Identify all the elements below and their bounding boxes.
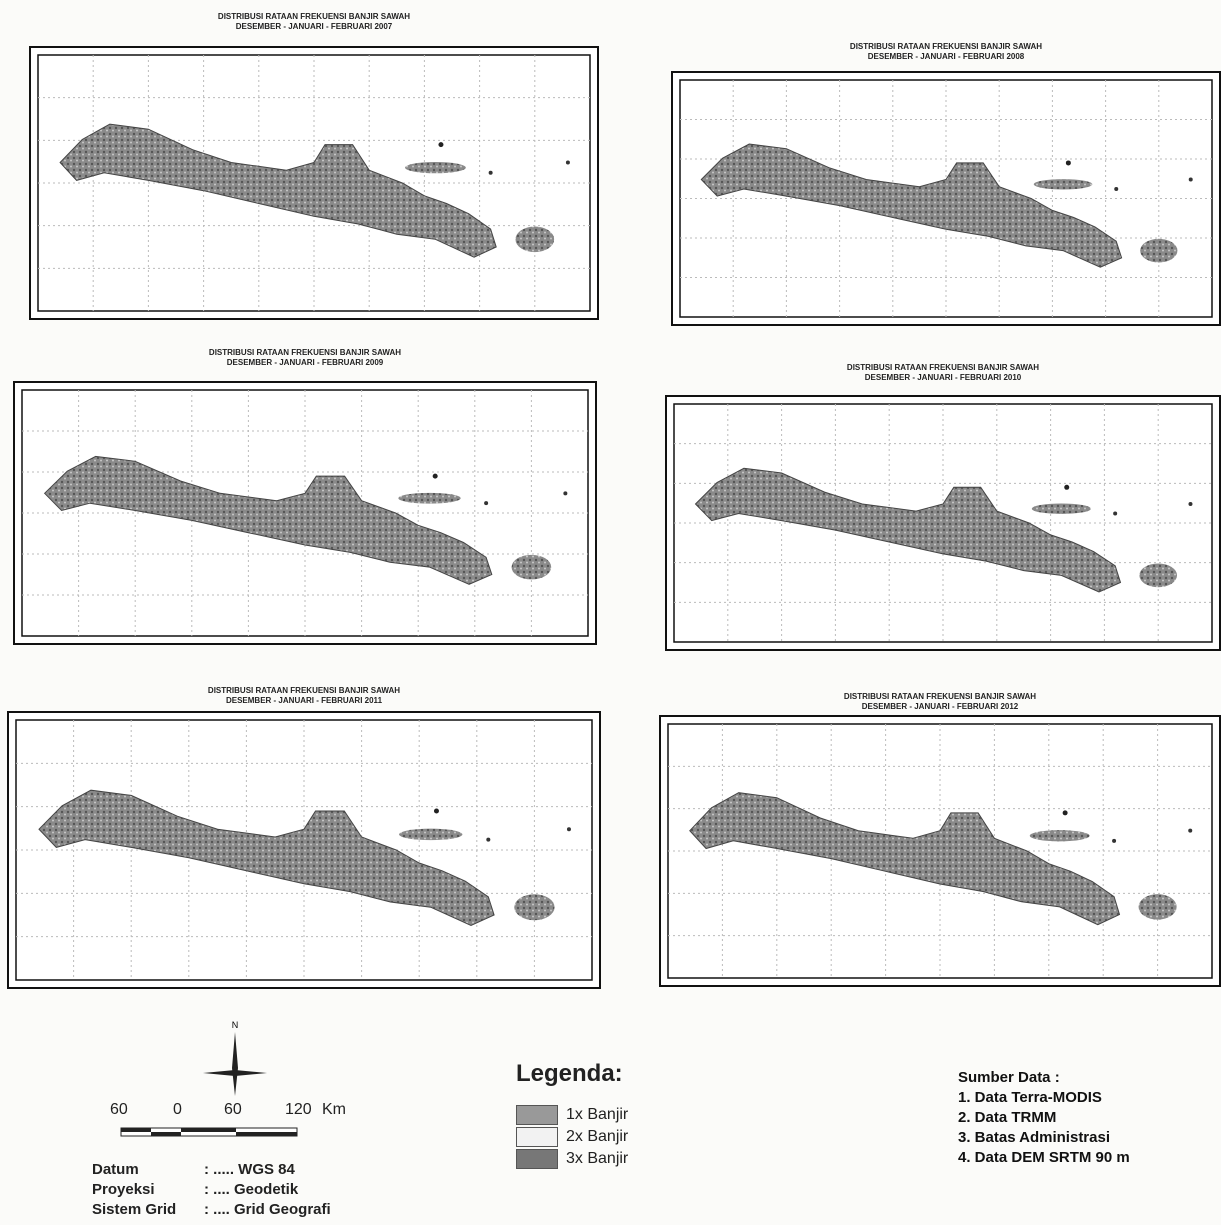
islet [1189,178,1193,182]
legend-item: 2x Banjir [516,1126,628,1148]
scale-unit: Km [322,1101,346,1119]
island-madura [1030,830,1090,841]
map-title: DISTRIBUSI RATAAN FREKUENSI BANJIR SAWAH [666,363,1220,373]
map [666,396,1220,650]
island-madura [1032,503,1091,513]
islet [489,171,493,175]
map-period: DESEMBER - JANUARI - FEBRUARI 2007 [30,22,598,32]
islet [438,142,443,147]
map [8,712,600,988]
arrow-horizontal [203,1070,267,1076]
islet [1063,810,1068,815]
scale-label: 60 [224,1101,242,1119]
legend-label: 3x Banjir [566,1150,628,1168]
north-arrow: N [195,1018,275,1098]
scale-label: 0 [173,1101,182,1119]
islet [1066,160,1071,165]
islet [434,809,439,814]
islet [563,491,567,495]
legend: 1x Banjir 2x Banjir 3x Banjir [516,1104,628,1170]
info-value: : .... Grid Geografi [204,1200,331,1220]
legend-swatch [516,1149,558,1169]
islet [1064,485,1069,490]
map-title: DISTRIBUSI RATAAN FREKUENSI BANJIR SAWAH… [14,348,596,368]
scale-seg [181,1128,236,1132]
source-item: 4. Data DEM SRTM 90 m [958,1148,1130,1168]
info-row: Sistem Grid: .... Grid Geografi [92,1200,331,1220]
map [660,716,1220,986]
map-title: DISTRIBUSI RATAAN FREKUENSI BANJIR SAWAH [30,12,598,22]
info-row: Datum: ..... WGS 84 [92,1160,331,1180]
source-item: 2. Data TRMM [958,1108,1130,1128]
map-title: DISTRIBUSI RATAAN FREKUENSI BANJIR SAWAH… [672,42,1220,62]
legend-item: 1x Banjir [516,1104,628,1126]
scale-label: 120 [285,1101,312,1119]
scale-seg [236,1132,297,1136]
island-bali [515,227,554,253]
island-madura [399,829,462,840]
scale-seg [151,1132,181,1136]
source-item: 1. Data Terra-MODIS [958,1088,1130,1108]
scale-seg [121,1128,151,1132]
legend-title: Legenda: [516,1060,623,1088]
scale-bar [120,1126,300,1138]
islet [486,838,490,842]
arrow-vertical [232,1032,238,1096]
info: Datum: ..... WGS 84 Proyeksi: .... Geode… [92,1160,331,1220]
source-title: Sumber Data : [958,1068,1130,1088]
islet [1113,511,1117,515]
info-label: Sistem Grid [92,1200,204,1220]
source: Sumber Data : 1. Data Terra-MODIS 2. Dat… [958,1068,1130,1168]
island-madura [1034,179,1093,189]
islet [567,827,571,831]
islet [1188,502,1192,506]
map-title: DISTRIBUSI RATAAN FREKUENSI BANJIR SAWAH [8,686,600,696]
legend-label: 2x Banjir [566,1128,628,1146]
map-title: DISTRIBUSI RATAAN FREKUENSI BANJIR SAWAH… [30,12,598,32]
islet [484,501,488,505]
info-value: : .... Geodetik [204,1180,298,1200]
legend-swatch [516,1127,558,1147]
map-title: DISTRIBUSI RATAAN FREKUENSI BANJIR SAWAH… [8,686,600,706]
map-period: DESEMBER - JANUARI - FEBRUARI 2012 [660,702,1220,712]
source-item: 3. Batas Administrasi [958,1128,1130,1148]
info-value: : ..... WGS 84 [204,1160,295,1180]
legend-item: 3x Banjir [516,1148,628,1170]
islet [1114,187,1118,191]
map [672,72,1220,325]
islet [1188,829,1192,833]
map-period: DESEMBER - JANUARI - FEBRUARI 2010 [666,373,1220,383]
island-bali [1139,894,1177,919]
map-period: DESEMBER - JANUARI - FEBRUARI 2009 [14,358,596,368]
islet [1112,839,1116,843]
map-title: DISTRIBUSI RATAAN FREKUENSI BANJIR SAWAH… [666,363,1220,383]
island-bali [512,555,552,580]
map-title: DISTRIBUSI RATAAN FREKUENSI BANJIR SAWAH [660,692,1220,702]
map [14,382,596,644]
island-madura [405,162,466,173]
map-period: DESEMBER - JANUARI - FEBRUARI 2008 [672,52,1220,62]
island-bali [1139,563,1177,587]
island-bali [1140,239,1177,263]
scale-label: 60 [110,1101,128,1119]
map [30,47,598,319]
map-title: DISTRIBUSI RATAAN FREKUENSI BANJIR SAWAH [14,348,596,358]
legend-swatch [516,1105,558,1125]
island-bali [514,894,554,920]
page: N 60 0 60 120 Km Datum: ..... WGS 84 Pro… [0,0,1221,1225]
map-title: DISTRIBUSI RATAAN FREKUENSI BANJIR SAWAH… [660,692,1220,712]
islet [433,474,438,479]
island-madura [398,493,460,504]
info-label: Datum [92,1160,204,1180]
north-label: N [232,1020,239,1030]
maps [0,0,1221,1000]
info-row: Proyeksi: .... Geodetik [92,1180,331,1200]
info-label: Proyeksi [92,1180,204,1200]
islet [566,161,570,165]
map-title: DISTRIBUSI RATAAN FREKUENSI BANJIR SAWAH [672,42,1220,52]
legend-label: 1x Banjir [566,1106,628,1124]
map-period: DESEMBER - JANUARI - FEBRUARI 2011 [8,696,600,706]
